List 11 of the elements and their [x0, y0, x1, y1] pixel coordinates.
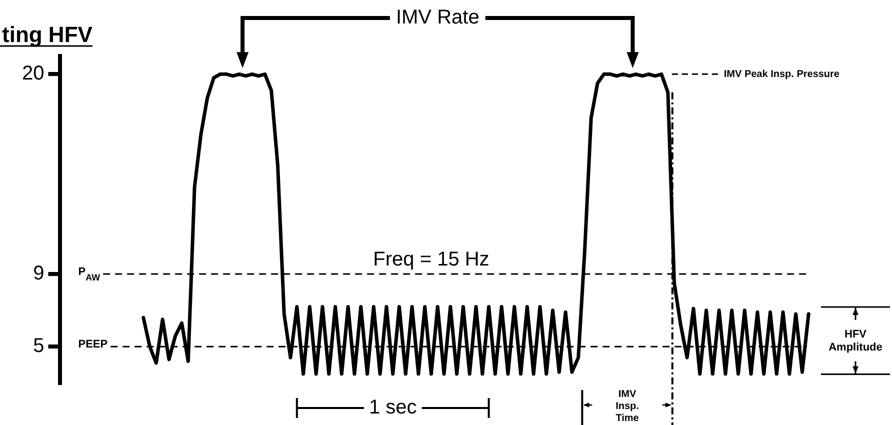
- chart-title: ting HFV: [2, 22, 93, 47]
- annotation: IMV Peak Insp. Pressure: [724, 68, 840, 80]
- y-tick-label: 9: [33, 262, 44, 285]
- text: HFV Amplitude: [828, 328, 882, 354]
- y-tick-label: 20: [22, 62, 44, 85]
- ref-line-label: PEEP: [78, 338, 108, 351]
- text: 1 sec: [368, 396, 417, 419]
- text: IMV Rate: [396, 6, 480, 29]
- text: IMV Insp. Time: [616, 388, 640, 424]
- y-tick-label: 5: [33, 335, 44, 358]
- annotation: Freq = 15 Hz: [373, 248, 490, 271]
